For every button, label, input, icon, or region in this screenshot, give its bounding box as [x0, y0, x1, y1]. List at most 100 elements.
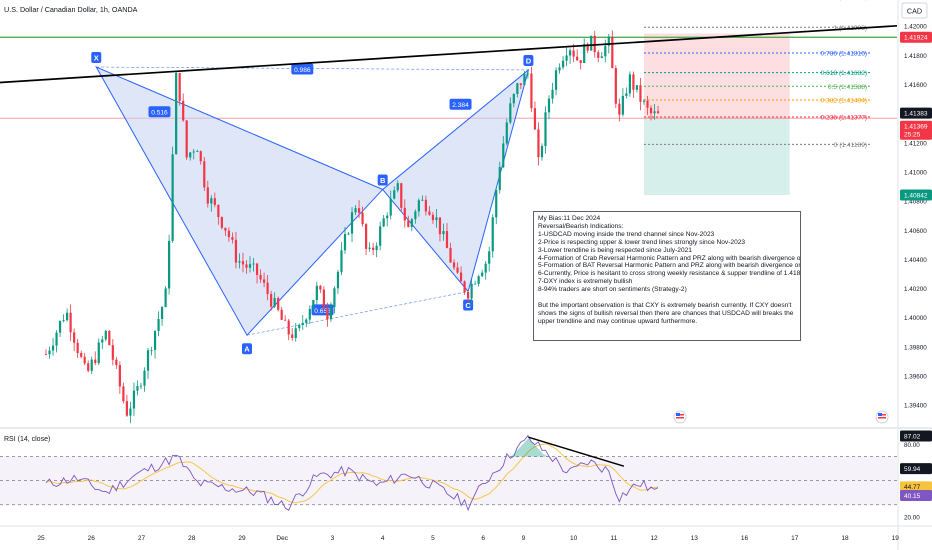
candle-body — [259, 274, 262, 280]
candle-body — [632, 74, 635, 90]
candle-body — [410, 219, 413, 227]
candle-body — [132, 390, 136, 409]
candle-body — [424, 199, 427, 212]
time-tick-label: 10 — [570, 535, 578, 542]
ratio-badge[interactable] — [148, 106, 171, 118]
note-item: 7-DXY index is extremely bullish — [538, 278, 633, 286]
candle-body — [83, 356, 86, 364]
symbol-title: U.S. Dollar / Canadian Dollar, 1h, OANDA — [4, 5, 138, 14]
candle-body — [544, 112, 547, 147]
rsi-value-tag[interactable] — [900, 463, 932, 475]
rsi-band — [0, 456, 897, 505]
candle-body — [175, 72, 178, 155]
candle-body — [160, 307, 164, 319]
price-tick-label: 1.41800 — [904, 53, 927, 60]
candle-body — [463, 281, 466, 292]
candle-body — [590, 35, 593, 51]
pattern-point-badge[interactable] — [463, 299, 474, 311]
candle-body — [326, 309, 329, 320]
us-flag-icon[interactable] — [673, 410, 687, 424]
price-tag[interactable] — [900, 120, 932, 140]
candle-body — [621, 95, 624, 115]
fib-level-label: 0 (1.41189) — [834, 142, 867, 149]
price-tag[interactable] — [900, 189, 932, 201]
note-item: 4-Formation of Crab Reversal Harmonic Pa… — [538, 254, 801, 262]
price-tag[interactable] — [900, 107, 932, 119]
take-profit-zone[interactable] — [643, 118, 790, 195]
candle-body — [248, 264, 252, 268]
candle-body — [372, 247, 375, 251]
candle-body — [206, 187, 209, 204]
us-flag-icon[interactable] — [875, 410, 889, 424]
candle-body — [97, 342, 100, 364]
candle-body — [55, 332, 58, 346]
candle-body — [642, 100, 646, 102]
stop-loss-zone[interactable] — [643, 33, 790, 119]
ratio-badge[interactable] — [291, 63, 314, 75]
candle-body — [322, 289, 325, 310]
candle-body — [171, 154, 174, 241]
currency-button-label: CAD — [907, 7, 922, 16]
bar-countdown: 25:25 — [904, 131, 921, 138]
upper-trendline[interactable] — [0, 24, 898, 84]
rsi-divergence-line[interactable] — [528, 436, 625, 467]
rsi-value-tag-label: 59.94 — [904, 466, 921, 473]
candle-body — [319, 285, 322, 290]
candle-body — [646, 100, 649, 108]
price-tick-label: 1.40600 — [904, 228, 927, 235]
ratio-badge[interactable] — [449, 98, 472, 110]
pattern-point-badge[interactable] — [91, 52, 102, 64]
candle-body — [210, 198, 213, 204]
pattern-point-badge[interactable] — [377, 174, 388, 186]
candle-body — [414, 211, 417, 220]
candle-body — [252, 263, 255, 265]
pattern-point-label: D — [526, 56, 532, 65]
rsi-value-tag[interactable] — [900, 430, 932, 442]
candle-body — [143, 370, 146, 386]
candle-body — [653, 111, 656, 114]
candle-body — [199, 151, 202, 162]
candle-body — [502, 143, 505, 168]
price-tick-label: 1.42000 — [904, 24, 927, 31]
currency-button[interactable] — [901, 2, 928, 19]
candle-body — [639, 85, 642, 102]
candle-body — [51, 345, 55, 351]
candle-body — [364, 224, 368, 249]
price-tick-label: 1.40800 — [904, 199, 927, 206]
price-tick-label: 1.41200 — [904, 140, 927, 147]
candle-body — [625, 93, 628, 96]
candle-body — [488, 251, 491, 264]
candle-body — [227, 230, 231, 238]
candle-body — [298, 324, 301, 329]
price-tick-label: 1.40000 — [904, 315, 927, 322]
pattern-point-badge[interactable] — [242, 343, 252, 355]
candle-body — [182, 100, 185, 121]
candle-body — [361, 212, 364, 225]
bcd-triangle[interactable] — [381, 68, 530, 293]
candle-body — [48, 350, 51, 355]
candle-body — [217, 204, 220, 218]
candle-body — [220, 217, 223, 228]
notes-footer: But the important observation is that CX… — [538, 302, 794, 325]
rsi-title: RSI (14, close) — [4, 436, 50, 443]
price-tag[interactable] — [900, 31, 932, 43]
candle-body — [586, 44, 589, 51]
candle-body — [312, 300, 315, 309]
note-item: 1-USDCAD moving inside the trend channel… — [538, 230, 715, 238]
pattern-point-badge[interactable] — [523, 54, 534, 66]
rsi-value-tag[interactable] — [900, 489, 932, 501]
candle-body — [185, 120, 188, 158]
pattern-point-label: C — [465, 301, 471, 310]
rsi-value-tag-label: 44.77 — [904, 484, 921, 491]
rsi-value-tag[interactable] — [900, 481, 932, 493]
time-tick-label: 5 — [431, 535, 435, 542]
candle-body — [583, 44, 586, 63]
candle-body — [73, 332, 76, 343]
candle-body — [238, 261, 241, 263]
ratio-label: 0.658 — [314, 308, 331, 315]
candle-body — [396, 183, 399, 191]
candle-body — [593, 35, 596, 53]
candle-body — [354, 208, 357, 213]
candle-body — [333, 288, 336, 308]
candle-body — [357, 208, 361, 213]
